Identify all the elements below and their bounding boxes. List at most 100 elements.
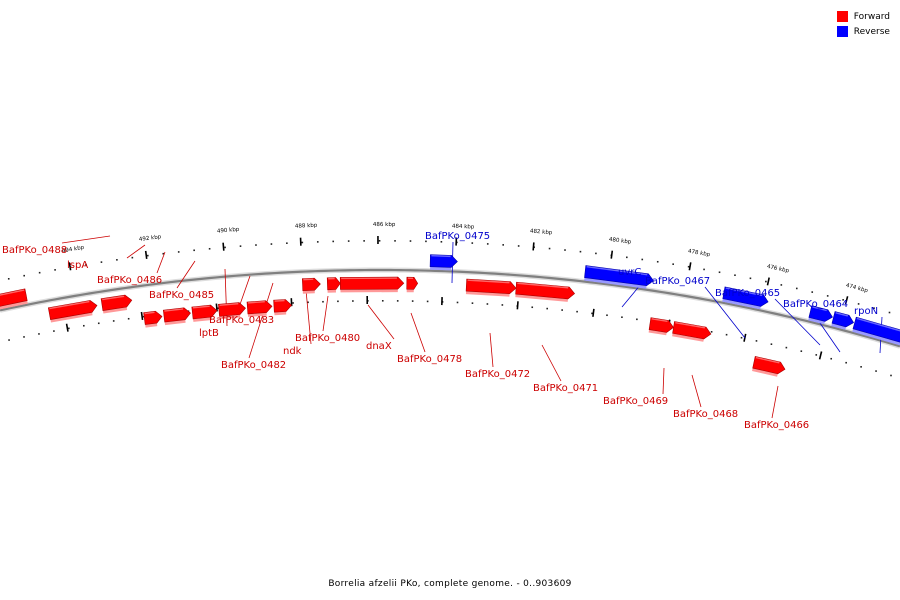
ruler-major-tick: [532, 242, 535, 251]
ruler-label: 478 kbp: [687, 249, 711, 259]
gene-feature: [191, 304, 218, 320]
ruler-minor-tick: [116, 259, 118, 261]
ruler-major-ticks: [68, 236, 849, 305]
gene-highlight: [755, 356, 780, 364]
gene-feature: [584, 265, 654, 287]
label-leader: [662, 367, 665, 395]
ruler-minor-tick: [486, 243, 489, 245]
gene-highlight: [675, 321, 706, 329]
inner-ruler-mark: [456, 301, 459, 304]
ruler-minor-tick: [394, 240, 396, 242]
ruler-minor-tick: [718, 271, 721, 274]
gene-highlight: [102, 295, 125, 301]
inner-ruler-mark: [531, 306, 534, 309]
ruler-minor-tick: [765, 280, 767, 283]
forward-swatch: [836, 11, 848, 22]
inner-ruler-mark: [471, 302, 474, 304]
ruler-minor-tick: [626, 256, 628, 259]
label-leader-lines: [61, 235, 883, 419]
gene-label: BafPKo_0488: [2, 245, 67, 256]
gene-label: BafPKo_0468: [673, 409, 738, 420]
gene-feature: [515, 281, 576, 300]
ruler-minor-tick: [100, 261, 103, 263]
ruler-minor-tick: [23, 274, 25, 277]
inner-ruler-mark: [800, 350, 803, 352]
gene-label: lptB: [199, 328, 219, 339]
gene-highlight: [219, 302, 239, 306]
inner-ruler-mark: [755, 340, 758, 342]
ruler-minor-tick: [208, 247, 211, 250]
inner-ruler-mark: [142, 315, 145, 318]
label-leader: [322, 295, 329, 332]
gene-label: BafPKo_0469: [603, 396, 668, 407]
gene-highlight: [274, 299, 285, 302]
ruler-minor-tick: [177, 251, 180, 253]
gene-highlight: [144, 311, 155, 315]
ruler-minor-tick: [703, 268, 705, 271]
ruler-minor-tick: [826, 295, 829, 297]
gene-shadow: [302, 290, 315, 294]
gene-highlight: [517, 282, 569, 289]
gene-label: BafPKo_0475: [425, 231, 490, 242]
gene-highlight: [586, 266, 648, 276]
gene-feature: [852, 316, 900, 343]
gene-label: dnaX: [366, 341, 392, 352]
ruler-minor-tick: [811, 291, 814, 293]
inner-ruler-mark: [352, 300, 354, 302]
ruler-minor-tick: [193, 249, 195, 252]
gene-feature: [326, 277, 341, 291]
label-leader: [126, 244, 146, 259]
ruler-label: 474 kbp: [845, 283, 869, 295]
label-leader: [774, 298, 821, 346]
label-leader: [176, 260, 196, 289]
gene-highlight: [248, 301, 265, 304]
gene-shadow: [327, 289, 336, 293]
ruler-minor-tick: [425, 240, 427, 243]
gene-label: uvrC: [618, 267, 641, 278]
legend-label-forward: Forward: [853, 11, 890, 22]
ruler-minor-tick: [378, 240, 381, 242]
gene-feature: [301, 277, 321, 292]
label-leader: [305, 289, 312, 345]
legend: Forward Reverse: [836, 9, 890, 39]
inner-major-mark: [65, 323, 69, 332]
inner-ruler-mark: [426, 300, 429, 303]
ruler-label: 490 kbp: [217, 227, 240, 235]
ruler-major-tick: [222, 242, 225, 251]
gene-shadow: [219, 314, 241, 320]
inner-ruler-mark: [501, 304, 504, 306]
gene-shadow: [465, 291, 510, 297]
gene-shadow: [722, 298, 761, 310]
gene-highlight: [192, 305, 210, 309]
inner-ruler-mark: [23, 336, 25, 338]
inner-ruler-mark: [337, 300, 339, 303]
ruler-minor-tick: [873, 307, 875, 309]
label-leader: [771, 385, 779, 419]
inner-ruler-mark: [606, 314, 608, 317]
gene-feature: [273, 299, 293, 313]
gene-shadow: [430, 266, 452, 271]
ruler-label: 492 kbp: [139, 234, 162, 243]
ruler-minor-tick: [255, 244, 257, 246]
gene-feature: [722, 286, 769, 307]
inner-ruler-mark: [292, 302, 294, 304]
ruler-minor-tick: [147, 254, 149, 257]
legend-item-forward: Forward: [836, 9, 890, 24]
gene-label: BafPKo_0467: [645, 276, 710, 287]
inner-ruler-mark: [561, 309, 563, 311]
ruler-label: 486 kbp: [373, 222, 396, 228]
inner-major-mark: [516, 301, 519, 310]
ruler-major-tick: [844, 296, 849, 305]
gene-shadow: [274, 311, 287, 316]
gene-feature: [218, 302, 246, 317]
ruler-major-tick: [610, 250, 614, 259]
inner-ruler-mark: [621, 316, 623, 319]
gene-shadow: [515, 294, 568, 302]
gene-label: rpoN: [854, 306, 878, 317]
inner-ruler-mark: [307, 301, 309, 304]
gene-highlight: [431, 255, 451, 258]
gene-shadow: [852, 328, 900, 346]
gene-feature: [47, 300, 98, 320]
ruler-minor-tick: [332, 240, 335, 243]
gene-label: BafPKo_0478: [397, 354, 462, 365]
